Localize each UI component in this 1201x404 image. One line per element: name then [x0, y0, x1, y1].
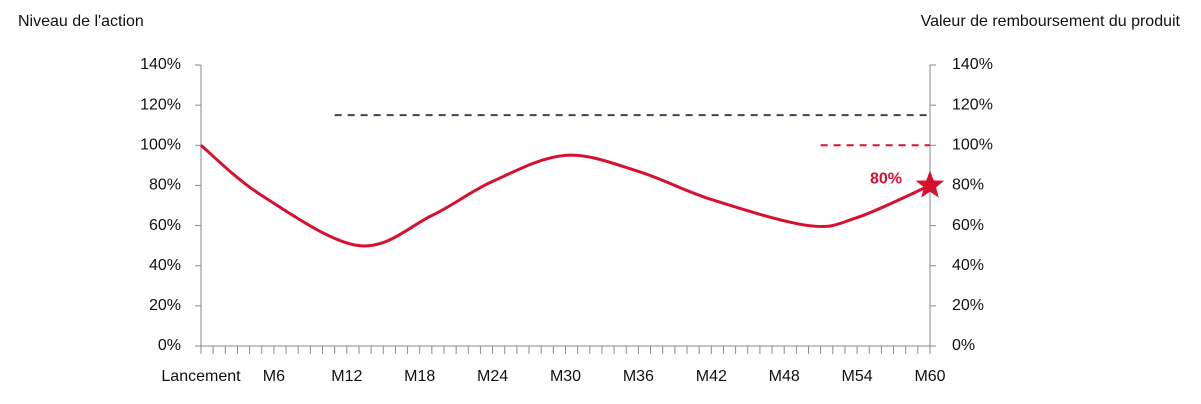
line	[200, 144, 931, 248]
y2-tick-label: 0%	[952, 337, 975, 354]
value-label: 80%	[870, 171, 902, 188]
y-tick-label: 120%	[140, 96, 181, 113]
y2-tick-label: 40%	[952, 257, 984, 274]
x-tick-label: Lancement	[161, 368, 241, 385]
y-tick-label: 140%	[140, 56, 181, 73]
y-tick-label: 20%	[149, 297, 181, 314]
y-tick-label: 80%	[149, 177, 181, 194]
y-tick-label: 0%	[158, 337, 181, 354]
x-tick-label: M18	[404, 368, 435, 385]
x-tick-label: M30	[550, 368, 581, 385]
y-tick-label: 40%	[149, 257, 181, 274]
y2-tick-label: 120%	[952, 96, 993, 113]
x-tick-label: M60	[914, 368, 945, 385]
y2-tick-label: 80%	[952, 177, 984, 194]
y2-tick-label: 140%	[952, 56, 993, 73]
x-tick-label: M12	[331, 368, 362, 385]
x-tick-label: M54	[842, 368, 873, 385]
x-tick-label: M36	[623, 368, 654, 385]
y2-tick-label: 100%	[952, 137, 993, 154]
x-tick-label: M6	[263, 368, 285, 385]
y-tick-label: 100%	[140, 137, 181, 154]
x-tick-label: M24	[477, 368, 508, 385]
y-axis-title: Niveau de l'action	[18, 13, 144, 30]
y-tick-label: 60%	[149, 217, 181, 234]
y2-tick-label: 60%	[952, 217, 984, 234]
y2-tick-label: 20%	[952, 297, 984, 314]
y2-axis-title: Valeur de remboursement du produit	[921, 13, 1181, 30]
star-marker	[915, 170, 945, 198]
x-tick-label: M48	[769, 368, 800, 385]
x-tick-label: M42	[696, 368, 727, 385]
